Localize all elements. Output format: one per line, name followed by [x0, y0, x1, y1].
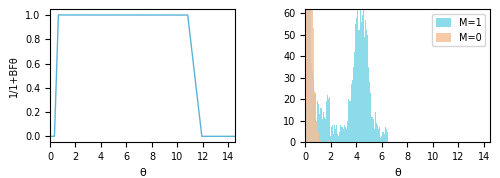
Bar [336, 134, 338, 142]
Bar [357, 0, 358, 142]
Bar [364, 37, 365, 142]
Bar [351, 97, 352, 142]
Bar [354, 58, 355, 142]
Bar [323, 112, 324, 142]
Bar [313, 76, 314, 142]
Bar [361, 0, 362, 142]
Bar [309, 0, 310, 142]
Bar [342, 127, 343, 142]
Bar [308, 0, 309, 142]
Bar [356, 17, 357, 142]
Bar [312, 0, 313, 142]
Bar [306, 0, 307, 142]
Bar [376, 123, 377, 142]
Bar [329, 97, 330, 142]
Bar [327, 106, 328, 142]
Bar [310, 0, 312, 142]
Bar [373, 119, 374, 142]
Bar [316, 121, 317, 142]
Bar [320, 112, 321, 142]
Bar [359, 30, 360, 142]
Bar [322, 119, 323, 142]
Bar [382, 132, 383, 142]
Bar [307, 0, 308, 142]
Bar [352, 82, 354, 142]
Bar [341, 127, 342, 142]
Bar [307, 0, 308, 142]
Bar [344, 117, 346, 142]
Bar [380, 129, 381, 142]
Bar [384, 134, 385, 142]
Bar [318, 140, 320, 142]
X-axis label: θ: θ [139, 168, 146, 178]
Bar [335, 121, 336, 142]
Bar [340, 125, 341, 142]
Bar [318, 112, 320, 142]
Bar [338, 132, 339, 142]
Bar [374, 129, 375, 142]
Bar [381, 136, 382, 142]
Bar [375, 112, 376, 142]
Bar [330, 136, 331, 142]
Bar [346, 136, 347, 142]
Bar [368, 67, 369, 142]
Bar [378, 132, 380, 142]
Bar [363, 0, 364, 142]
Bar [332, 125, 333, 142]
Bar [308, 0, 309, 142]
Bar [362, 17, 363, 142]
Bar [358, 30, 359, 142]
Bar [343, 119, 344, 142]
Bar [317, 132, 318, 142]
Bar [314, 91, 315, 142]
Bar [355, 24, 356, 142]
Bar [328, 121, 329, 142]
Bar [350, 101, 351, 142]
Bar [369, 37, 370, 142]
Bar [333, 134, 334, 142]
Bar [326, 101, 327, 142]
Bar [360, 0, 361, 142]
Bar [377, 134, 378, 142]
Bar [339, 132, 340, 142]
X-axis label: θ: θ [394, 168, 401, 178]
Bar [325, 119, 326, 142]
Bar [385, 127, 386, 142]
Bar [315, 99, 316, 142]
Bar [367, 35, 368, 142]
Bar [309, 0, 310, 142]
Bar [306, 106, 307, 142]
Bar [334, 125, 335, 142]
Bar [348, 99, 349, 142]
Bar [313, 28, 314, 142]
Bar [347, 121, 348, 142]
Y-axis label: 1/1+BFθ: 1/1+BFθ [10, 55, 20, 96]
Bar [317, 99, 318, 142]
Bar [316, 121, 317, 142]
Bar [312, 61, 313, 142]
Bar [349, 101, 350, 142]
Bar [365, 20, 366, 142]
Bar [366, 30, 367, 142]
Bar [372, 110, 373, 142]
Legend: M=1, M=0: M=1, M=0 [432, 14, 485, 46]
Bar [370, 97, 372, 142]
Bar [383, 132, 384, 142]
Bar [320, 140, 321, 142]
Bar [324, 117, 325, 142]
Bar [310, 0, 312, 142]
Bar [331, 127, 332, 142]
Bar [321, 108, 322, 142]
Bar [314, 95, 315, 142]
Bar [315, 93, 316, 142]
Bar [386, 127, 388, 142]
